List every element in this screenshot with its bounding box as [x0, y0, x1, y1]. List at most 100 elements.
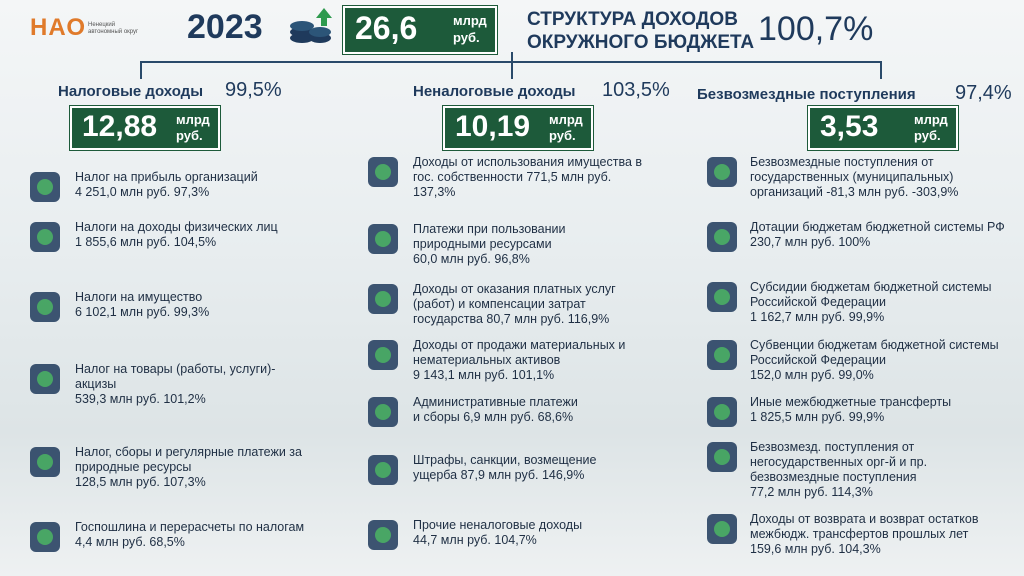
logo-caption: Ненецкий автономный округ	[88, 22, 139, 35]
item-icon	[368, 455, 398, 485]
item-text: Штрафы, санкции, возмещение ущерба 87,9 м…	[413, 453, 688, 483]
value-box: 3,53 млрд руб.	[808, 106, 958, 150]
item-line: 4 251,0 млн руб. 97,3%	[75, 185, 210, 199]
item-line: Доходы от возврата и возврат остатков	[750, 512, 979, 526]
item-line: Платежи при пользовании	[413, 222, 566, 236]
item-line: Доходы от оказания платных услуг	[413, 282, 616, 296]
icon-accent	[714, 229, 730, 245]
item-line: Штрафы, санкции, возмещение	[413, 453, 597, 467]
item-line: 137,3%	[413, 185, 456, 199]
item-line: 152,0 млн руб. 99,0%	[750, 368, 874, 382]
item-line: Иные межбюджетные трансферты	[750, 395, 952, 409]
item-icon	[707, 442, 737, 472]
header-title: СТРУКТУРА ДОХОДОВ ОКРУЖНОГО БЮДЖЕТА	[527, 8, 754, 54]
icon-accent	[714, 289, 730, 305]
item-text: Субвенции бюджетам бюджетной системы Росс…	[750, 338, 1024, 383]
item-line: Налог на товары (работы, услуги)-	[75, 362, 276, 376]
item-line: 60,0 млн руб. 96,8%	[413, 252, 530, 266]
item-line: 1 855,6 млн руб. 104,5%	[75, 235, 217, 249]
icon-accent	[714, 404, 730, 420]
unit-bottom: руб.	[453, 30, 480, 45]
item-line: Субвенции бюджетам бюджетной системы	[750, 338, 999, 352]
item-line: негосударственных орг-й и пр.	[750, 455, 928, 469]
item-line: гос. собственности 771,5 млн руб.	[413, 170, 612, 184]
icon-accent	[37, 529, 53, 545]
item-icon	[707, 222, 737, 252]
item-icon	[368, 340, 398, 370]
item-line: 539,3 млн руб. 101,2%	[75, 392, 206, 406]
item-line: 1 162,7 млн руб. 99,9%	[750, 310, 885, 324]
item-line: Безвозмездные поступления от	[750, 155, 934, 169]
item-icon	[30, 292, 60, 322]
icon-accent	[375, 231, 391, 247]
connector	[511, 61, 513, 79]
item-line: и сборы 6,9 млн руб. 68,6%	[413, 410, 574, 424]
year: 2023	[187, 8, 263, 46]
icon-accent	[714, 449, 730, 465]
item-icon	[707, 340, 737, 370]
icon-accent	[375, 527, 391, 543]
item-line: нематериальных активов	[413, 353, 561, 367]
column-percent: 99,5%	[225, 79, 282, 101]
item-icon	[30, 522, 60, 552]
item-text: Административные платежи и сборы 6,9 млн …	[413, 395, 688, 425]
icon-accent	[375, 347, 391, 363]
item-line: государственных (муниципальных)	[750, 170, 954, 184]
item-text: Субсидии бюджетам бюджетной системы Росси…	[750, 280, 1024, 325]
column-value: 3,53	[820, 110, 879, 143]
total-percent: 100,7%	[758, 10, 874, 48]
item-line: 44,7 млн руб. 104,7%	[413, 533, 537, 547]
icon-accent	[37, 371, 53, 387]
column-percent: 97,4%	[955, 82, 1012, 104]
coins-icon	[290, 8, 332, 43]
unit-bottom: руб.	[549, 128, 576, 143]
item-text: Доходы от использования имущества в гос. …	[413, 155, 688, 200]
item-line: межбюдж. трансфертов прошлых лет	[750, 527, 969, 541]
item-text: Платежи при пользовании природными ресурс…	[413, 222, 688, 267]
icon-accent	[375, 462, 391, 478]
item-icon	[30, 364, 60, 394]
item-line: Налог, сборы и регулярные платежи за	[75, 445, 302, 459]
item-line: Налог на прибыль организаций	[75, 170, 258, 184]
item-line: организаций -81,3 млн руб. -303,9%	[750, 185, 959, 199]
item-text: Налог на товары (работы, услуги)- акцизы 5…	[75, 362, 350, 407]
icon-accent	[37, 229, 53, 245]
item-line: 128,5 млн руб. 107,3%	[75, 475, 206, 489]
connector	[511, 52, 513, 62]
item-icon	[707, 514, 737, 544]
item-line: Доходы от использования имущества в	[413, 155, 643, 169]
icon-accent	[714, 347, 730, 363]
connector	[880, 61, 882, 79]
item-text: Налоги на имущество 6 102,1 млн руб. 99,3…	[75, 290, 350, 320]
total-value: 26,6	[355, 10, 418, 46]
item-line: безвозмездные поступления	[750, 470, 917, 484]
item-icon	[368, 284, 398, 314]
item-text: Безвозмездные поступления от государствен…	[750, 155, 1024, 200]
column-percent: 103,5%	[602, 79, 670, 101]
icon-accent	[714, 521, 730, 537]
item-line: 4,4 млн руб. 68,5%	[75, 535, 185, 549]
item-line: 9 143,1 млн руб. 101,1%	[413, 368, 555, 382]
item-icon	[368, 520, 398, 550]
icon-accent	[37, 454, 53, 470]
item-icon	[368, 397, 398, 427]
connector	[140, 61, 142, 79]
icon-accent	[375, 164, 391, 180]
item-text: Безвозмезд. поступления от негосударствен…	[750, 440, 1024, 500]
item-line: Налоги на доходы физических лиц	[75, 220, 278, 234]
item-line: акцизы	[75, 377, 117, 391]
item-icon	[30, 172, 60, 202]
title-line: ОКРУЖНОГО БЮДЖЕТА	[527, 32, 755, 53]
value-box: 10,19 млрд руб.	[443, 106, 593, 150]
item-line: Налоги на имущество	[75, 290, 203, 304]
title-line: СТРУКТУРА ДОХОДОВ	[527, 9, 738, 30]
item-icon	[707, 282, 737, 312]
unit-top: млрд	[453, 13, 487, 28]
item-icon	[707, 397, 737, 427]
item-line: Российской Федерации	[750, 295, 886, 309]
item-line: Административные платежи	[413, 395, 578, 409]
unit-top: млрд	[549, 112, 583, 127]
item-text: Прочие неналоговые доходы 44,7 млн руб. 1…	[413, 518, 688, 548]
item-line: Доходы от продажи материальных и	[413, 338, 626, 352]
